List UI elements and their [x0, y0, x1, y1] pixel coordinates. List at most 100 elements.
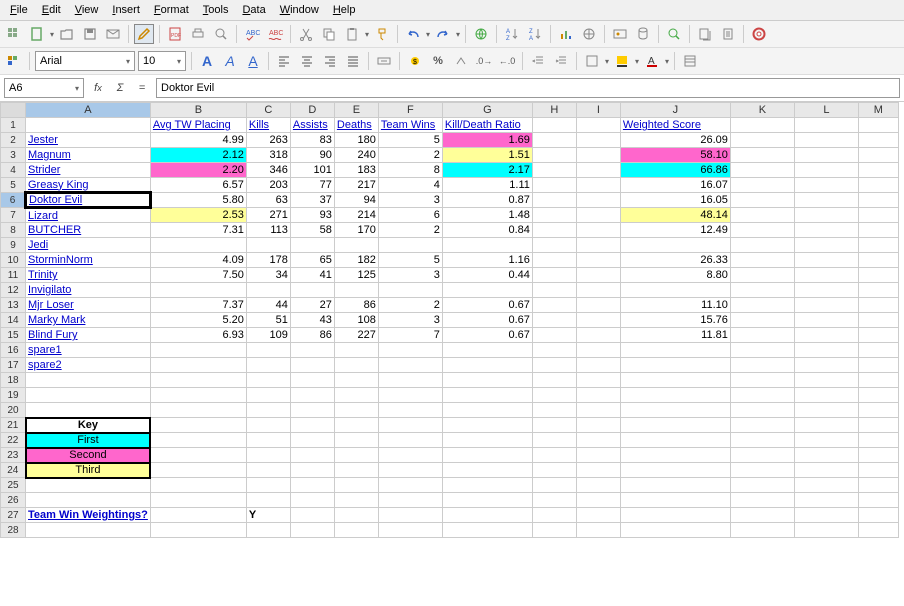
cell-I2[interactable]: [576, 133, 620, 148]
cell-L17[interactable]: [794, 358, 858, 373]
cell-L21[interactable]: [794, 418, 858, 433]
cell-D4[interactable]: 101: [290, 163, 334, 178]
cell-F23[interactable]: [378, 448, 442, 463]
cell-B17[interactable]: [150, 358, 246, 373]
cell-L18[interactable]: [794, 373, 858, 388]
cell-L27[interactable]: [794, 508, 858, 523]
cell-M9[interactable]: [858, 238, 898, 253]
cell-C28[interactable]: [246, 523, 290, 538]
cell-B22[interactable]: [150, 433, 246, 448]
cell-J22[interactable]: [620, 433, 730, 448]
bold-icon[interactable]: A: [197, 51, 217, 71]
row-header-2[interactable]: 2: [1, 133, 26, 148]
cell-A17[interactable]: spare2: [26, 358, 151, 373]
cell-J23[interactable]: [620, 448, 730, 463]
chart-icon[interactable]: [556, 24, 576, 44]
cell-C20[interactable]: [246, 403, 290, 418]
open-icon[interactable]: [57, 24, 77, 44]
cell-M28[interactable]: [858, 523, 898, 538]
cell-K4[interactable]: [730, 163, 794, 178]
cell-D23[interactable]: [290, 448, 334, 463]
cell-G15[interactable]: 0.67: [442, 328, 532, 343]
cell-F9[interactable]: [378, 238, 442, 253]
cell-J14[interactable]: 15.76: [620, 313, 730, 328]
font-size-select[interactable]: 10▾: [138, 51, 186, 71]
cell-A24[interactable]: Third: [26, 463, 151, 478]
standard-icon[interactable]: [451, 51, 471, 71]
cell-C6[interactable]: 63: [246, 193, 290, 208]
cell-L19[interactable]: [794, 388, 858, 403]
cell-K7[interactable]: [730, 208, 794, 223]
bgcolor-icon[interactable]: [612, 51, 632, 71]
cell-I15[interactable]: [576, 328, 620, 343]
cell-J19[interactable]: [620, 388, 730, 403]
cell-M5[interactable]: [858, 178, 898, 193]
cell-C5[interactable]: 203: [246, 178, 290, 193]
cell-E25[interactable]: [334, 478, 378, 493]
hyperlink-icon[interactable]: [471, 24, 491, 44]
cell-F1[interactable]: Team Wins: [378, 118, 442, 133]
cell-E15[interactable]: 227: [334, 328, 378, 343]
cell-D21[interactable]: [290, 418, 334, 433]
cell-E2[interactable]: 180: [334, 133, 378, 148]
cell-G16[interactable]: [442, 343, 532, 358]
row-header-1[interactable]: 1: [1, 118, 26, 133]
cell-I22[interactable]: [576, 433, 620, 448]
cell-K15[interactable]: [730, 328, 794, 343]
cell-M19[interactable]: [858, 388, 898, 403]
cell-F19[interactable]: [378, 388, 442, 403]
cell-L15[interactable]: [794, 328, 858, 343]
morerows-icon[interactable]: [680, 51, 700, 71]
cell-H10[interactable]: [532, 253, 576, 268]
row-header-25[interactable]: 25: [1, 478, 26, 493]
cell-L8[interactable]: [794, 223, 858, 238]
cell-D19[interactable]: [290, 388, 334, 403]
cell-L28[interactable]: [794, 523, 858, 538]
cell-L1[interactable]: [794, 118, 858, 133]
dedent-icon[interactable]: [528, 51, 548, 71]
cell-B20[interactable]: [150, 403, 246, 418]
row-header-14[interactable]: 14: [1, 313, 26, 328]
cell-I26[interactable]: [576, 493, 620, 508]
cell-F21[interactable]: [378, 418, 442, 433]
cell-C18[interactable]: [246, 373, 290, 388]
zoom-icon[interactable]: [664, 24, 684, 44]
cell-L4[interactable]: [794, 163, 858, 178]
cell-B21[interactable]: [150, 418, 246, 433]
col-header-B[interactable]: B: [150, 103, 246, 118]
cell-E28[interactable]: [334, 523, 378, 538]
cell-H3[interactable]: [532, 148, 576, 163]
cell-E23[interactable]: [334, 448, 378, 463]
row-header-22[interactable]: 22: [1, 433, 26, 448]
cell-J4[interactable]: 66.86: [620, 163, 730, 178]
cell-F18[interactable]: [378, 373, 442, 388]
cell-L9[interactable]: [794, 238, 858, 253]
cut-icon[interactable]: [296, 24, 316, 44]
col-header-C[interactable]: C: [246, 103, 290, 118]
cell-I20[interactable]: [576, 403, 620, 418]
cell-J21[interactable]: [620, 418, 730, 433]
menu-edit[interactable]: Edit: [36, 2, 67, 18]
cell-F5[interactable]: 4: [378, 178, 442, 193]
cell-M24[interactable]: [858, 463, 898, 478]
cell-A6[interactable]: Doktor Evil: [26, 193, 151, 208]
menu-data[interactable]: Data: [236, 2, 271, 18]
fontcolor-icon[interactable]: A: [642, 51, 662, 71]
row-header-13[interactable]: 13: [1, 298, 26, 313]
cell-A3[interactable]: Magnum: [26, 148, 151, 163]
cell-D7[interactable]: 93: [290, 208, 334, 223]
cell-E24[interactable]: [334, 463, 378, 478]
cell-L5[interactable]: [794, 178, 858, 193]
cell-I1[interactable]: [576, 118, 620, 133]
menu-insert[interactable]: Insert: [106, 2, 146, 18]
cell-E27[interactable]: [334, 508, 378, 523]
cell-M11[interactable]: [858, 268, 898, 283]
cell-J27[interactable]: [620, 508, 730, 523]
cell-J20[interactable]: [620, 403, 730, 418]
cell-D2[interactable]: 83: [290, 133, 334, 148]
cell-J12[interactable]: [620, 283, 730, 298]
cell-G8[interactable]: 0.84: [442, 223, 532, 238]
row-header-21[interactable]: 21: [1, 418, 26, 433]
cell-E9[interactable]: [334, 238, 378, 253]
cell-D28[interactable]: [290, 523, 334, 538]
